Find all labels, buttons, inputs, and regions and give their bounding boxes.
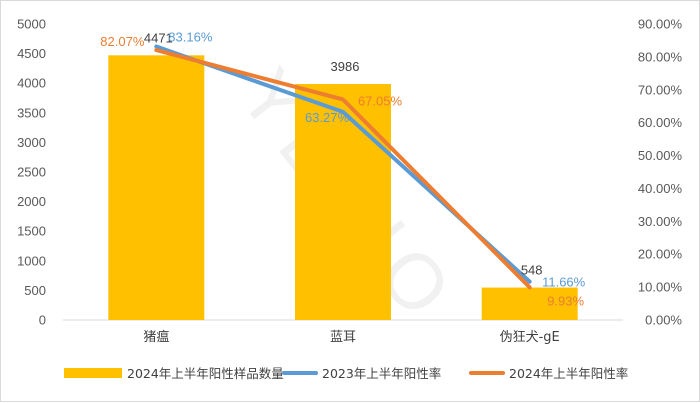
left-axis-tick-label: 1500: [17, 224, 46, 239]
legend: 2024年上半年阳性样品数量 2023年上半年阳性率 2024年上半年阳性率: [64, 366, 628, 381]
bar-value-label: 4471: [144, 30, 173, 45]
left-axis-tick-label: 4000: [17, 76, 46, 91]
line-series: [154, 44, 532, 290]
series-line: [154, 48, 532, 290]
right-axis-ticks: 0.00% 10.00% 20.00% 30.00% 40.00% 50.00% 60.00…: [638, 17, 683, 328]
left-axis-tick-label: 1000: [17, 253, 46, 268]
right-axis-tick-label: 50.00%: [638, 148, 683, 163]
left-axis-ticks: 0 500 1000 1500 2000 2500 3000 3500 4000 4500 5000: [17, 17, 46, 328]
bar-series: [108, 55, 578, 320]
line-point-label: 11.66%: [542, 275, 586, 290]
legend-label: 2024年上半年阳性率: [509, 366, 628, 381]
category-label: 蓝耳: [330, 330, 356, 345]
right-axis-tick-label: 90.00%: [638, 17, 683, 32]
bar-value-label: 548: [521, 263, 543, 278]
right-axis-tick-label: 70.00%: [638, 82, 683, 97]
left-axis-tick-label: 2500: [17, 165, 46, 180]
left-axis-tick-label: 0: [39, 313, 46, 328]
right-axis-tick-label: 10.00%: [638, 280, 683, 295]
right-axis-tick-label: 80.00%: [638, 49, 683, 64]
line-point-label: 9.93%: [547, 293, 584, 308]
bar: [481, 287, 578, 320]
right-axis-tick-label: 40.00%: [638, 181, 683, 196]
category-labels: 猪瘟 蓝耳 伪狂犬-gE: [143, 329, 559, 345]
bar: [295, 84, 391, 320]
right-axis-tick-label: 0.00%: [645, 313, 682, 328]
line-point-label: 83.16%: [168, 29, 213, 44]
left-axis-tick-label: 4500: [17, 46, 46, 61]
line-point-label: 82.07%: [100, 34, 145, 49]
left-axis-tick-label: 500: [24, 283, 46, 298]
legend-swatch: [64, 368, 122, 378]
legend-label: 2024年上半年阳性样品数量: [127, 366, 284, 381]
line-point-label: 67.05%: [358, 93, 403, 108]
category-label: 伪狂犬-gE: [500, 330, 560, 345]
right-axis-tick-label: 30.00%: [638, 214, 683, 229]
legend-label: 2023年上半年阳性率: [322, 366, 441, 381]
left-axis-tick-label: 3500: [17, 105, 46, 120]
bar-value-label: 3986: [331, 59, 360, 74]
right-axis-tick-label: 60.00%: [638, 115, 683, 130]
bar: [108, 55, 205, 320]
line-point-label: 63.27%: [305, 110, 350, 125]
right-axis-tick-label: 20.00%: [638, 247, 683, 262]
left-axis-tick-label: 3000: [17, 135, 46, 150]
left-axis-tick-label: 2000: [17, 194, 46, 209]
left-axis-tick-label: 5000: [17, 17, 46, 32]
data-labels: 4471 3986 548 83.16% 63.27% 11.66% 82.07% 67.05…: [100, 29, 585, 308]
category-label: 猪瘟: [143, 329, 169, 345]
